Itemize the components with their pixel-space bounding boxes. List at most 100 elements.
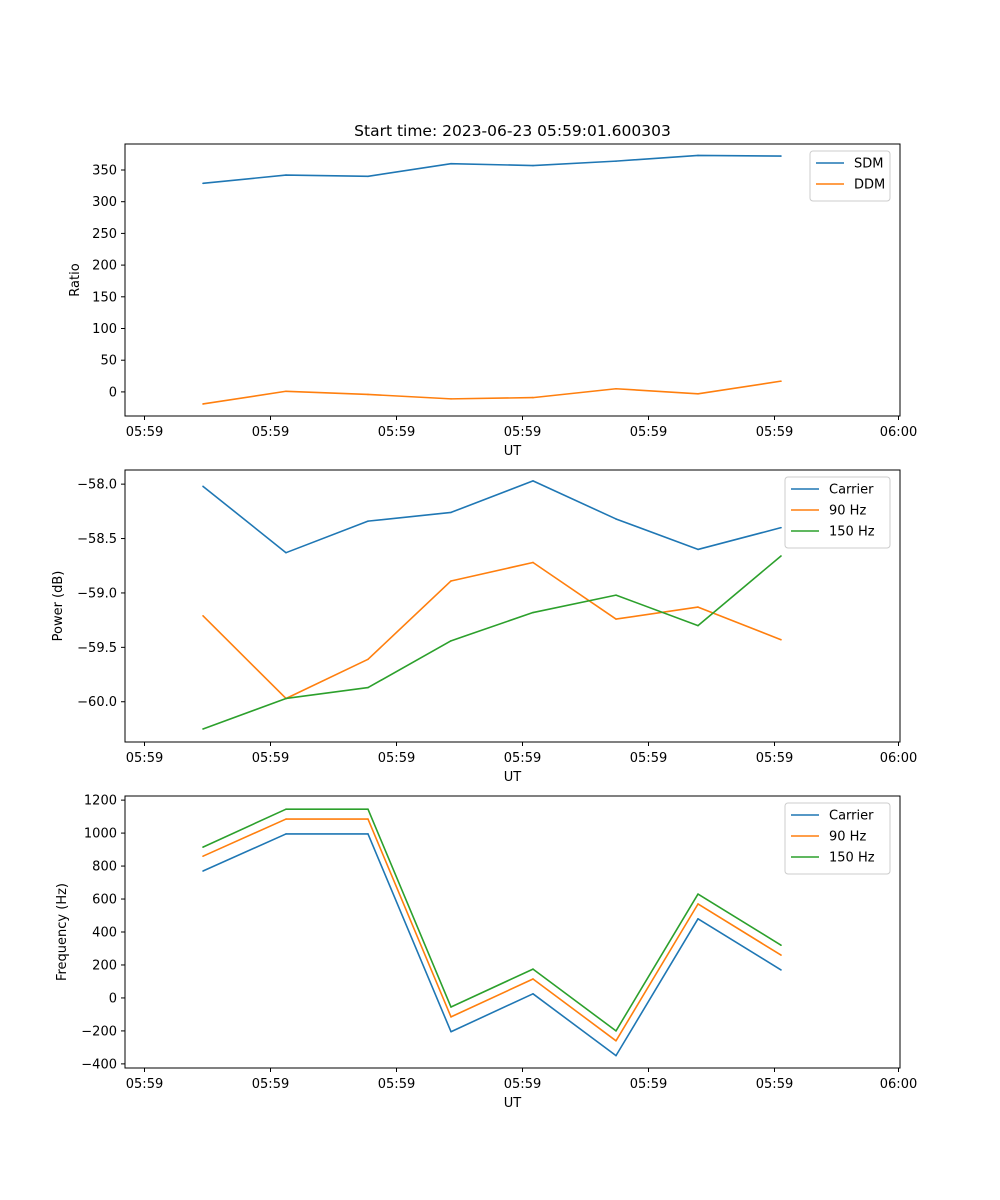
legend-entry: Carrier — [829, 809, 874, 824]
data-point — [450, 1030, 452, 1033]
data-point — [202, 485, 204, 488]
x-tick-label: 05:59 — [630, 751, 667, 766]
data-point — [532, 561, 534, 564]
plot-frame — [124, 143, 901, 417]
y-tick-label: −58.0 — [77, 478, 117, 493]
data-point — [285, 833, 287, 835]
data-point — [780, 555, 782, 557]
y-tick-label: 600 — [92, 893, 117, 908]
y-tick-label: −59.5 — [77, 641, 117, 656]
data-point — [367, 175, 369, 178]
x-axis-label: UT — [504, 1096, 522, 1111]
x-axis-label: UT — [504, 770, 522, 785]
legend-entry: 90 Hz — [829, 830, 866, 845]
data-point — [367, 393, 369, 396]
data-point — [367, 686, 369, 689]
data-point — [697, 606, 699, 608]
x-tick-label: 05:59 — [630, 1077, 667, 1092]
y-tick-label: 200 — [92, 259, 117, 274]
y-tick-label: −58.5 — [77, 532, 117, 547]
data-point — [780, 969, 782, 971]
x-tick-label: 05:59 — [630, 425, 667, 440]
data-point — [615, 1040, 617, 1042]
data-point — [615, 1030, 617, 1032]
series-line-90-hz — [202, 818, 782, 1042]
data-point — [285, 551, 287, 554]
legend: SDM DDM — [809, 150, 891, 202]
series-line-90-hz — [202, 561, 782, 700]
data-point — [285, 818, 287, 820]
data-point — [532, 993, 534, 995]
series-line-150-hz — [202, 808, 782, 1032]
series-line-carrier — [202, 833, 782, 1057]
y-tick-label: 0 — [109, 385, 117, 400]
x-tick-label: 06:00 — [880, 751, 917, 766]
x-tick-label: 05:59 — [504, 751, 541, 766]
y-tick-label: 100 — [92, 322, 117, 337]
data-point — [780, 638, 782, 641]
x-tick-label: 05:59 — [756, 1077, 793, 1092]
y-tick-label: 150 — [92, 290, 117, 305]
data-point — [450, 162, 452, 165]
chart-panel-1: 05:59 05:59 05:59 05:59 05:59 05:59 06:00 0 50 10… — [68, 143, 917, 459]
y-tick-label: 1200 — [84, 794, 117, 809]
figure-title: Start time: 2023-06-23 05:59:01.600303 — [354, 122, 671, 140]
data-point — [615, 618, 617, 620]
data-point — [367, 658, 369, 661]
y-tick-label: 350 — [92, 163, 117, 178]
data-point — [532, 978, 534, 980]
data-point — [367, 818, 369, 820]
data-point — [202, 182, 204, 185]
x-tick-label: 05:59 — [504, 1077, 541, 1092]
x-axis-label: UT — [504, 444, 522, 459]
legend-entry: 150 Hz — [829, 851, 875, 866]
legend-entry: SDM — [854, 157, 883, 172]
chart-panel-2: 05:59 05:59 05:59 05:59 05:59 05:59 06:00 −60.0… — [51, 469, 917, 785]
legend: Carrier 90 Hz 150 Hz — [784, 802, 891, 875]
y-tick-label: 800 — [92, 860, 117, 875]
data-point — [450, 1016, 452, 1018]
x-tick-label: 05:59 — [126, 425, 163, 440]
x-tick-label: 05:59 — [378, 425, 415, 440]
data-point — [532, 611, 534, 614]
data-point — [532, 480, 534, 482]
data-point — [615, 518, 617, 520]
data-point — [697, 548, 699, 551]
legend-entry: 150 Hz — [829, 525, 875, 540]
x-tick-label: 05:59 — [126, 1077, 163, 1092]
data-point — [697, 393, 699, 395]
data-point — [450, 1006, 452, 1008]
chart-panel-3: 05:59 05:59 05:59 05:59 05:59 05:59 06:00 −400 −… — [55, 794, 917, 1111]
series-line-carrier — [202, 480, 782, 554]
y-tick-label: −60.0 — [77, 695, 117, 710]
data-point — [285, 390, 287, 393]
x-tick-label: 05:59 — [252, 1077, 289, 1092]
data-point — [202, 870, 204, 872]
data-point — [202, 728, 204, 730]
series-line-150-hz — [202, 555, 782, 730]
x-tick-label: 05:59 — [756, 751, 793, 766]
y-tick-label: 50 — [100, 354, 117, 369]
data-point — [697, 154, 699, 157]
data-point — [285, 808, 287, 810]
data-point — [285, 174, 287, 176]
data-point — [780, 526, 782, 529]
x-tick-label: 05:59 — [504, 425, 541, 440]
y-axis-label: Frequency (Hz) — [55, 883, 70, 981]
y-tick-label: 400 — [92, 926, 117, 941]
series-line-ddm — [202, 380, 782, 405]
y-tick-label: −200 — [81, 1024, 117, 1039]
data-point — [202, 846, 204, 848]
data-point — [697, 624, 699, 627]
data-point — [615, 387, 617, 390]
data-point — [780, 954, 782, 956]
data-point — [780, 944, 782, 946]
y-tick-label: 1000 — [84, 827, 117, 842]
data-point — [697, 893, 699, 895]
data-point — [450, 580, 452, 582]
data-point — [450, 640, 452, 642]
data-point — [780, 155, 782, 157]
y-tick-label: 0 — [109, 991, 117, 1006]
plot-frame — [124, 795, 901, 1069]
